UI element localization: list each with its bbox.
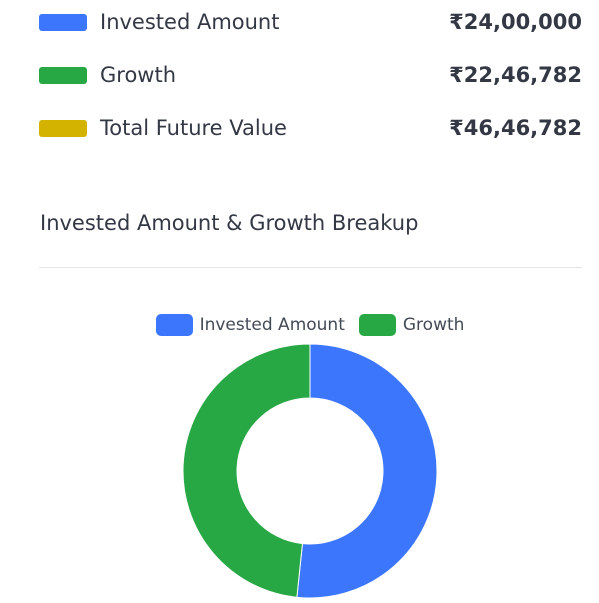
growth-value: ₹22,46,782 bbox=[449, 63, 582, 87]
invested-value: ₹24,00,000 bbox=[449, 10, 582, 34]
summary-row-invested: Invested Amount ₹24,00,000 bbox=[39, 7, 582, 37]
total-swatch bbox=[39, 119, 87, 137]
invested-label: Invested Amount bbox=[100, 10, 280, 34]
summary-row-growth: Growth ₹22,46,782 bbox=[39, 60, 582, 90]
divider bbox=[39, 267, 582, 268]
slice-growth[interactable] bbox=[182, 343, 311, 598]
legend-invested-swatch bbox=[155, 314, 193, 336]
growth-label: Growth bbox=[100, 63, 177, 87]
chart-legend: Invested Amount Growth bbox=[0, 314, 599, 336]
summary-row-total: Total Future Value ₹46,46,782 bbox=[39, 113, 582, 143]
growth-swatch bbox=[39, 66, 87, 84]
breakup-title: Invested Amount & Growth Breakup bbox=[40, 211, 419, 235]
doughnut-chart bbox=[182, 343, 438, 599]
invested-swatch bbox=[39, 13, 87, 31]
legend-item-growth[interactable]: Growth bbox=[358, 314, 465, 336]
legend-growth-swatch bbox=[358, 314, 396, 336]
total-label: Total Future Value bbox=[100, 116, 287, 140]
legend-item-invested[interactable]: Invested Amount bbox=[155, 314, 345, 336]
total-value: ₹46,46,782 bbox=[449, 116, 582, 140]
legend-growth-label: Growth bbox=[402, 315, 465, 335]
legend-invested-label: Invested Amount bbox=[199, 315, 345, 335]
slice-invested-amount[interactable] bbox=[296, 343, 438, 599]
